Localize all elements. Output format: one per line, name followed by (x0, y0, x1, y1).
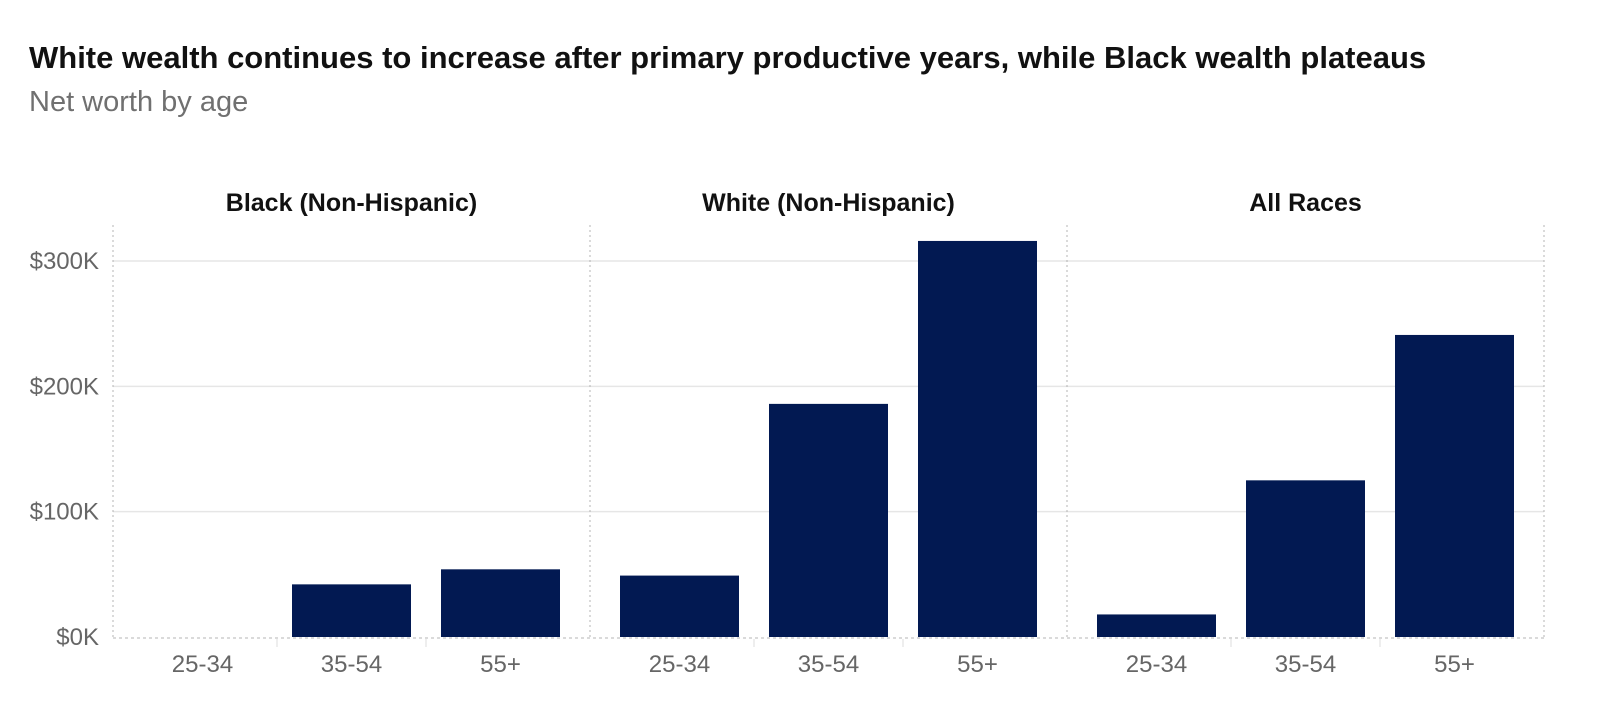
x-tick-label: 55+ (480, 651, 521, 678)
chart-title: White wealth continues to increase after… (29, 40, 1427, 75)
x-tick-label: 25-34 (649, 651, 710, 678)
y-tick-label: $300K (30, 248, 99, 275)
panel-title: White (Non-Hispanic) (702, 189, 955, 217)
y-tick-label: $100K (30, 499, 99, 526)
x-tick-label: 35-54 (321, 651, 382, 678)
bar (441, 569, 560, 637)
x-tick-label: 25-34 (1126, 651, 1187, 678)
x-tick-label: 25-34 (172, 651, 233, 678)
x-tick-label: 55+ (957, 651, 998, 678)
x-tick-label: 55+ (1434, 651, 1475, 678)
bar (918, 240, 1037, 638)
x-tick-label: 35-54 (1275, 651, 1336, 678)
panel-title: Black (Non-Hispanic) (226, 189, 477, 217)
panel-title: All Races (1249, 189, 1362, 217)
y-tick-label: $0K (56, 624, 99, 651)
bar (292, 584, 411, 637)
bar (1246, 480, 1365, 637)
bar (769, 403, 888, 637)
chart-subtitle: Net worth by age (29, 86, 249, 118)
bar (1097, 614, 1216, 637)
y-tick-label: $200K (30, 373, 99, 400)
bar (1395, 334, 1514, 637)
bar (620, 575, 739, 637)
x-tick-label: 35-54 (798, 651, 859, 678)
